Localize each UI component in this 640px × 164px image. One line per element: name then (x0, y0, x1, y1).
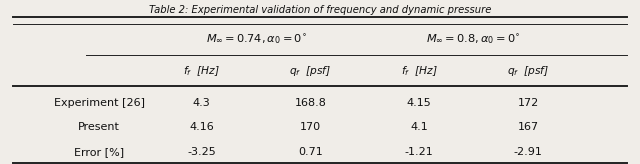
Text: $f_f$  [Hz]: $f_f$ [Hz] (401, 64, 438, 78)
Text: -1.21: -1.21 (405, 147, 433, 157)
Text: 167: 167 (517, 122, 539, 132)
Text: $q_f$  [psf]: $q_f$ [psf] (507, 64, 549, 78)
Text: $M_{\infty} = 0.74, \alpha_0 = 0^{\circ}$: $M_{\infty} = 0.74, \alpha_0 = 0^{\circ}… (205, 32, 307, 46)
Text: -3.25: -3.25 (188, 147, 216, 157)
Text: $M_{\infty} = 0.8, \alpha_0 = 0^{\circ}$: $M_{\infty} = 0.8, \alpha_0 = 0^{\circ}$ (426, 32, 521, 46)
Text: 172: 172 (517, 98, 539, 107)
Text: $q_f$  [psf]: $q_f$ [psf] (289, 64, 332, 78)
Text: -2.91: -2.91 (513, 147, 543, 157)
Text: 4.16: 4.16 (189, 122, 214, 132)
Text: $f_f$  [Hz]: $f_f$ [Hz] (183, 64, 220, 78)
Text: 0.71: 0.71 (298, 147, 323, 157)
Text: Experiment [26]: Experiment [26] (54, 98, 145, 107)
Text: Error [%]: Error [%] (74, 147, 124, 157)
Text: 4.3: 4.3 (193, 98, 211, 107)
Text: 168.8: 168.8 (294, 98, 326, 107)
Text: 4.15: 4.15 (407, 98, 431, 107)
Text: 4.1: 4.1 (410, 122, 428, 132)
Text: Table 2: Experimental validation of frequency and dynamic pressure: Table 2: Experimental validation of freq… (149, 5, 491, 15)
Text: Present: Present (78, 122, 120, 132)
Text: 170: 170 (300, 122, 321, 132)
